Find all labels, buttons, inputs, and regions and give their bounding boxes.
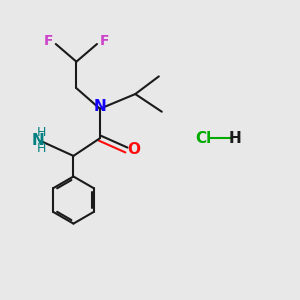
Text: H: H xyxy=(36,126,46,140)
Text: N: N xyxy=(94,99,106,114)
Text: H: H xyxy=(36,142,46,155)
Text: O: O xyxy=(127,142,140,158)
Text: F: F xyxy=(44,34,53,48)
Text: F: F xyxy=(100,34,109,48)
Text: H: H xyxy=(229,131,242,146)
Text: N: N xyxy=(31,133,44,148)
Text: Cl: Cl xyxy=(195,131,211,146)
